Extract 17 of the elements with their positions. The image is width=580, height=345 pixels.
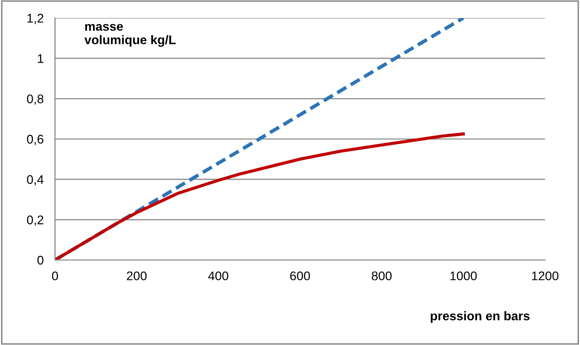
y-tick-label: 0,6	[27, 134, 44, 146]
x-tick-label: 200	[126, 271, 147, 280]
x-tick-label: 1200	[532, 271, 558, 280]
x-tick-label: 400	[208, 271, 228, 280]
y-tick-label: 0	[37, 256, 44, 265]
x-axis-title: pression en bars	[430, 311, 530, 323]
y-tick-label: 1	[38, 54, 44, 63]
x-tick-label: 800	[372, 271, 392, 280]
y-tick-label: 1,2	[27, 14, 44, 24]
y-tick-label: 0,2	[27, 215, 44, 226]
line-series	[55, 132, 465, 260]
x-tick-label: 600	[290, 271, 310, 280]
y-tick-label: 0,8	[27, 94, 44, 105]
x-tick-label: 0	[52, 271, 58, 280]
x-tick-label: 1000	[450, 271, 477, 280]
y-axis-title: masse volumique kg/L	[84, 24, 176, 47]
y-tick-label: 0,4	[27, 175, 44, 186]
